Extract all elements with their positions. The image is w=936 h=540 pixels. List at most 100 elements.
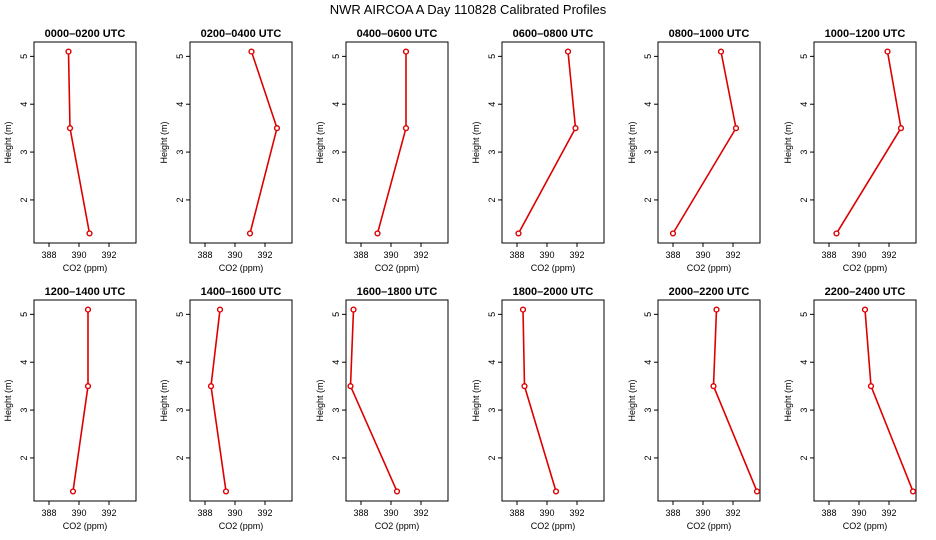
panel-title: 1400–1600 UTC (201, 286, 282, 298)
x-tick-label: 392 (101, 250, 116, 260)
x-tick-label: 392 (257, 508, 272, 518)
profile-line (835, 51, 902, 234)
data-point (564, 48, 572, 55)
figure-title: NWR AIRCOA A Day 110828 Calibrated Profi… (330, 2, 607, 17)
y-tick-label: 4 (331, 360, 341, 365)
x-tick-label: 388 (41, 250, 56, 260)
x-axis-label: CO2 (ppm) (687, 521, 732, 531)
x-tick-label: 392 (881, 508, 896, 518)
y-tick-label: 4 (487, 360, 497, 365)
x-tick-label: 390 (539, 250, 554, 260)
x-tick-label: 390 (227, 250, 242, 260)
plot-frame (657, 41, 761, 244)
y-axis-label: Height (m) (159, 379, 169, 421)
y-tick-label: 5 (487, 54, 497, 59)
data-point (66, 125, 74, 132)
profile-line (249, 51, 278, 234)
profile-line (712, 309, 758, 492)
y-axis-label: Height (m) (159, 121, 169, 163)
x-tick-label: 392 (725, 508, 740, 518)
y-tick-label: 3 (331, 150, 341, 155)
y-tick-label: 4 (175, 360, 185, 365)
data-point (713, 306, 720, 313)
plot-frame (345, 299, 449, 502)
y-axis-label: Height (m) (471, 379, 481, 421)
x-tick-label: 388 (509, 250, 524, 260)
y-tick-label: 5 (19, 54, 29, 59)
y-tick-label: 4 (331, 102, 341, 107)
data-point (347, 383, 354, 390)
x-axis-label: CO2 (ppm) (63, 263, 108, 273)
y-tick-label: 5 (331, 54, 341, 59)
profile-line (864, 309, 914, 492)
y-tick-label: 2 (331, 197, 341, 202)
profile-line (522, 309, 557, 492)
data-point (350, 306, 357, 313)
panel: 0000–0200 UTC 388 390 392 2 3 4 5 CO2 (ppm) Heigh… (3, 28, 137, 273)
data-point (833, 230, 840, 237)
y-tick-label: 2 (487, 197, 497, 202)
y-tick-label: 3 (331, 408, 341, 413)
plot-frame (813, 299, 917, 502)
x-tick-label: 388 (353, 508, 368, 518)
y-tick-label: 3 (175, 150, 185, 155)
y-tick-label: 5 (799, 312, 809, 317)
x-tick-label: 390 (851, 250, 866, 260)
y-tick-label: 3 (19, 150, 29, 155)
x-axis-label: CO2 (ppm) (843, 521, 888, 531)
y-axis-label: Height (m) (783, 379, 793, 421)
y-axis-label: Height (m) (3, 121, 13, 163)
y-axis-label: Height (m) (315, 379, 325, 421)
panel: 1800–2000 UTC 388 390 392 2 3 4 5 CO2 (ppm) Heigh… (471, 286, 605, 531)
y-tick-label: 2 (487, 455, 497, 460)
x-axis-label: CO2 (ppm) (375, 263, 420, 273)
x-tick-label: 392 (569, 508, 584, 518)
x-axis-label: CO2 (ppm) (63, 521, 108, 531)
x-tick-label: 392 (881, 250, 896, 260)
y-tick-label: 4 (799, 102, 809, 107)
data-point (717, 48, 725, 55)
panel-title: 1800–2000 UTC (513, 286, 594, 298)
plot-frame (189, 41, 293, 244)
x-tick-label: 392 (413, 508, 428, 518)
data-point (669, 230, 677, 237)
panel: 0400–0600 UTC 388 390 392 2 3 4 5 CO2 (ppm) Heigh… (315, 28, 449, 273)
y-tick-label: 2 (643, 455, 653, 460)
data-point (374, 230, 381, 237)
y-axis-label: Height (m) (315, 121, 325, 163)
panel-title: 1600–1800 UTC (357, 286, 438, 298)
data-point (246, 230, 254, 237)
panel: 1400–1600 UTC 388 390 392 2 3 4 5 CO2 (ppm) Heigh… (159, 286, 293, 531)
x-axis-label: CO2 (ppm) (219, 521, 264, 531)
data-point (84, 306, 92, 313)
panel: 0800–1000 UTC 388 390 392 2 3 4 5 CO2 (ppm) Heigh… (627, 28, 761, 273)
x-tick-label: 390 (71, 508, 86, 518)
x-tick-label: 390 (851, 508, 866, 518)
data-point (861, 306, 869, 313)
profile-line (72, 309, 89, 492)
plot-frame (813, 41, 917, 244)
x-tick-label: 390 (695, 250, 710, 260)
plot-frame (33, 299, 137, 502)
x-tick-label: 392 (101, 508, 116, 518)
data-point (207, 383, 215, 390)
y-tick-label: 3 (487, 150, 497, 155)
panel: 2200–2400 UTC 388 390 392 2 3 4 5 CO2 (ppm) Heigh… (783, 286, 917, 531)
data-point (402, 48, 410, 55)
panels-grid: 0000–0200 UTC 388 390 392 2 3 4 5 CO2 (ppm) Heigh… (3, 28, 917, 531)
x-tick-label: 388 (665, 508, 680, 518)
y-tick-label: 4 (175, 102, 185, 107)
y-tick-label: 2 (175, 197, 185, 202)
panel: 1200–1400 UTC 388 390 392 2 3 4 5 CO2 (ppm) Heigh… (3, 286, 137, 531)
y-tick-label: 2 (19, 197, 29, 202)
x-tick-label: 392 (725, 250, 740, 260)
data-point (909, 488, 917, 495)
x-axis-label: CO2 (ppm) (375, 521, 420, 531)
y-axis-label: Height (m) (471, 121, 481, 163)
y-tick-label: 2 (331, 455, 341, 460)
x-tick-label: 390 (383, 250, 398, 260)
panel-title: 0200–0400 UTC (201, 28, 282, 40)
x-tick-label: 390 (71, 250, 86, 260)
panel: 0600–0800 UTC 388 390 392 2 3 4 5 CO2 (ppm) Heigh… (471, 28, 605, 273)
panel: 0200–0400 UTC 388 390 392 2 3 4 5 CO2 (ppm) Heigh… (159, 28, 293, 273)
